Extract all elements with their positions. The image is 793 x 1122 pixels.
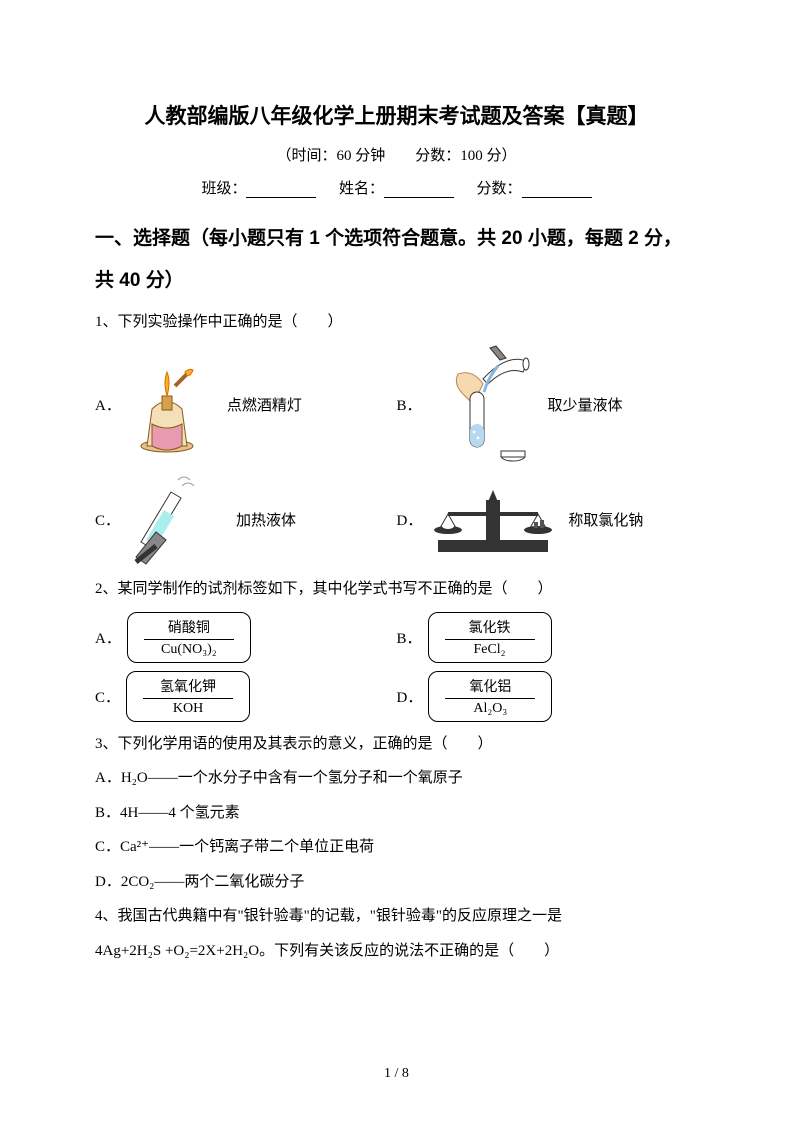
- question-3: 3、下列化学用语的使用及其表示的意义，正确的是（ ）: [95, 730, 698, 759]
- score-blank: [522, 181, 592, 198]
- q3-c: C．Ca²⁺——一个钙离子带二个单位正电荷: [95, 833, 698, 862]
- q2-a-letter: A．: [95, 627, 121, 648]
- q2-c-name: 氢氧化钾: [143, 676, 233, 699]
- balance-scale-icon: [428, 480, 558, 560]
- q2-b-letter: B．: [397, 627, 422, 648]
- q1-option-d: D． 称取氯化钠: [397, 480, 699, 560]
- q1-b-label: 取少量液体: [548, 394, 623, 415]
- question-4-line2: 4Ag+2H₂S +O₂=2X+2H₂O。下列有关该反应的说法不正确的是（ ）: [95, 937, 698, 966]
- q2-d-letter: D．: [397, 686, 423, 707]
- q1-row-2: C． 加热液体 D．: [95, 472, 698, 567]
- question-1: 1、下列实验操作中正确的是（ ）: [95, 308, 698, 337]
- question-2: 2、某同学制作的试剂标签如下，其中化学式书写不正确的是（ ）: [95, 575, 698, 604]
- q2-d-name: 氧化铝: [445, 676, 535, 699]
- q2-a-name: 硝酸铜: [144, 617, 234, 640]
- q1-row-1: A． 点燃酒精灯 B．: [95, 344, 698, 464]
- q1-c-label: 加热液体: [236, 509, 296, 530]
- heat-liquid-icon: [126, 472, 226, 567]
- q2-option-b: B． 氯化铁 FeCl₂: [397, 612, 699, 663]
- q3-a: A．H₂O——一个水分子中含有一个氢分子和一个氧原子: [95, 764, 698, 793]
- q1-c-letter: C．: [95, 509, 120, 530]
- q1-b-letter: B．: [397, 394, 422, 415]
- name-label: 姓名：: [339, 181, 384, 197]
- q2-option-c: C． 氢氧化钾 KOH: [95, 671, 397, 722]
- reagent-card-b: 氯化铁 FeCl₂: [428, 612, 552, 663]
- info-line: 班级： 姓名： 分数：: [95, 177, 698, 198]
- question-4-line1: 4、我国古代典籍中有"银针验毒"的记载，"银针验毒"的反应原理之一是: [95, 902, 698, 931]
- score-label: 分数：: [477, 181, 522, 197]
- q2-row-1: A． 硝酸铜 Cu(NO₃)₂ B． 氯化铁 FeCl₂: [95, 612, 698, 663]
- q2-c-letter: C．: [95, 686, 120, 707]
- q2-b-name: 氯化铁: [445, 617, 535, 640]
- q1-d-label: 称取氯化钠: [568, 509, 643, 530]
- q2-c-formula: KOH: [143, 701, 233, 717]
- section-1-header: 一、选择题（每小题只有 1 个选项符合题意。共 20 小题，每题 2 分，共 4…: [95, 218, 698, 302]
- class-blank: [246, 181, 316, 198]
- reagent-card-a: 硝酸铜 Cu(NO₃)₂: [127, 612, 251, 663]
- page: 人教部编版八年级化学上册期末考试题及答案【真题】 （时间：60 分钟 分数：10…: [0, 0, 793, 1122]
- q2-d-formula: Al₂O₃: [445, 701, 535, 717]
- q2-row-2: C． 氢氧化钾 KOH D． 氧化铝 Al₂O₃: [95, 671, 698, 722]
- class-label: 班级：: [201, 181, 246, 197]
- q1-option-c: C． 加热液体: [95, 472, 397, 567]
- pour-liquid-icon: [428, 344, 538, 464]
- name-blank: [384, 181, 454, 198]
- q3-d: D．2CO₂——两个二氧化碳分子: [95, 868, 698, 897]
- q3-b: B．4H——4 个氢元素: [95, 799, 698, 828]
- doc-subtitle: （时间：60 分钟 分数：100 分）: [95, 144, 698, 165]
- q2-option-a: A． 硝酸铜 Cu(NO₃)₂: [95, 612, 397, 663]
- q1-a-label: 点燃酒精灯: [227, 394, 302, 415]
- reagent-card-d: 氧化铝 Al₂O₃: [428, 671, 552, 722]
- doc-title: 人教部编版八年级化学上册期末考试题及答案【真题】: [95, 100, 698, 130]
- q2-option-d: D． 氧化铝 Al₂O₃: [397, 671, 699, 722]
- q2-b-formula: FeCl₂: [445, 642, 535, 658]
- q1-option-a: A． 点燃酒精灯: [95, 354, 397, 454]
- q1-d-letter: D．: [397, 509, 423, 530]
- reagent-card-c: 氢氧化钾 KOH: [126, 671, 250, 722]
- alcohol-lamp-icon: [127, 354, 217, 454]
- q1-a-letter: A．: [95, 394, 121, 415]
- q1-option-b: B． 取少量液体: [397, 344, 699, 464]
- page-number: 1 / 8: [0, 1066, 793, 1082]
- q2-a-formula: Cu(NO₃)₂: [144, 642, 234, 658]
